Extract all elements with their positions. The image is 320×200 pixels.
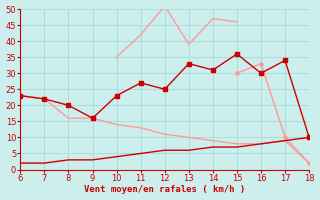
X-axis label: Vent moyen/en rafales ( km/h ): Vent moyen/en rafales ( km/h ) <box>84 185 245 194</box>
